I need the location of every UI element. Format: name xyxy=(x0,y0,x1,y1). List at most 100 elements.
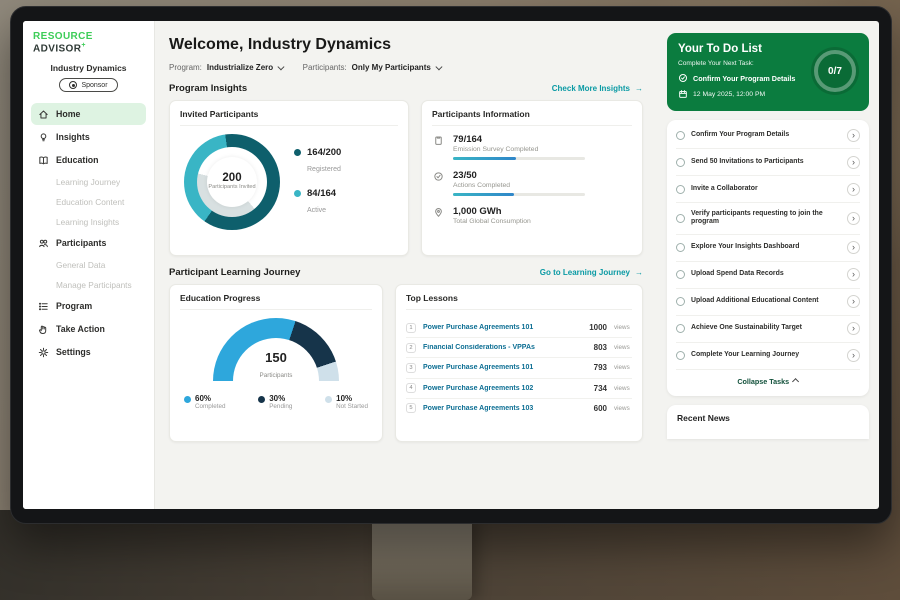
legend-item-not-started: 10% Not Started xyxy=(325,394,368,410)
task-checkbox[interactable] xyxy=(676,185,685,194)
lesson-rank: 3 xyxy=(406,363,416,373)
task-checkbox[interactable] xyxy=(676,297,685,306)
todo-progress-ring: 0/7 xyxy=(811,47,859,95)
lightbulb-icon xyxy=(37,131,49,143)
legend-dot xyxy=(184,396,191,403)
lesson-link[interactable]: Power Purchase Agreements 102 xyxy=(423,385,587,392)
list-icon xyxy=(37,300,49,312)
task-chevron-icon[interactable]: › xyxy=(847,241,860,254)
lesson-views: 1000 xyxy=(589,323,607,332)
sidebar-item-participants[interactable]: Participants xyxy=(31,232,146,254)
legend-item-registered: 164/200 Registered xyxy=(294,147,341,176)
sidebar-item-manage-participants[interactable]: Manage Participants xyxy=(31,275,146,294)
legend-item-active: 84/164 Active xyxy=(294,188,341,217)
sidebar-item-label: Education Content xyxy=(56,197,124,207)
sidebar-item-general-data[interactable]: General Data xyxy=(31,255,146,274)
lesson-rank: 5 xyxy=(406,403,416,413)
sidebar-item-label: Insights xyxy=(56,132,90,142)
lesson-link[interactable]: Financial Considerations - VPPAs xyxy=(423,344,587,351)
legend-dot xyxy=(294,149,301,156)
todo-task-row[interactable]: Achieve One Sustainability Target › xyxy=(676,316,860,343)
legend-dot xyxy=(325,396,332,403)
sidebar-item-label: Home xyxy=(56,109,80,119)
gauge-center-label: Participants xyxy=(260,372,293,379)
todo-task-row[interactable]: Upload Spend Data Records › xyxy=(676,262,860,289)
sidebar-item-education-content[interactable]: Education Content xyxy=(31,192,146,211)
sidebar-item-learning-journey[interactable]: Learning Journey xyxy=(31,172,146,191)
task-label: Send 50 Invitations to Participants xyxy=(691,158,841,167)
lesson-row: 3 Power Purchase Agreements 101 793 view… xyxy=(406,358,632,378)
go-to-learning-journey-link[interactable]: Go to Learning Journey → xyxy=(540,268,643,277)
todo-task-row[interactable]: Invite a Collaborator › xyxy=(676,176,860,203)
todo-task-row[interactable]: Confirm Your Program Details › xyxy=(676,122,860,149)
todo-task-row[interactable]: Send 50 Invitations to Participants › xyxy=(676,149,860,176)
recent-news-card: Recent News xyxy=(667,405,869,439)
lesson-views: 734 xyxy=(594,384,607,393)
sidebar-item-label: Settings xyxy=(56,347,91,357)
task-chevron-icon[interactable]: › xyxy=(847,349,860,362)
sidebar-item-education[interactable]: Education xyxy=(31,149,146,171)
check-more-insights-link[interactable]: Check More Insights → xyxy=(552,84,643,93)
task-checkbox[interactable] xyxy=(676,351,685,360)
lesson-link[interactable]: Power Purchase Agreements 101 xyxy=(423,364,587,371)
sidebar-item-label: Program xyxy=(56,301,92,311)
lesson-views: 600 xyxy=(594,404,607,413)
metric-global-consumption: 1,000 GWh Total Global Consumption xyxy=(432,206,632,225)
task-checkbox[interactable] xyxy=(676,324,685,333)
task-chevron-icon[interactable]: › xyxy=(847,183,860,196)
monitor-bezel: RESOURCE ADVISOR+ Industry Dynamics Spon… xyxy=(10,6,892,524)
lesson-row: 4 Power Purchase Agreements 102 734 view… xyxy=(406,379,632,399)
gauge-center-value: 150 xyxy=(213,351,339,364)
participants-information-card: Participants Information 79/164 Emission… xyxy=(421,100,643,256)
task-checkbox[interactable] xyxy=(676,131,685,140)
collapse-tasks-button[interactable]: Collapse Tasks xyxy=(676,370,860,394)
donut-center: 200 Participants Invited xyxy=(207,157,257,207)
sidebar-item-learning-insights[interactable]: Learning Insights xyxy=(31,212,146,231)
task-checkbox[interactable] xyxy=(676,158,685,167)
sidebar-item-program[interactable]: Program xyxy=(31,295,146,317)
chevron-down-icon xyxy=(278,64,284,70)
todo-task-row[interactable]: Explore Your Insights Dashboard › xyxy=(676,235,860,262)
task-chevron-icon[interactable]: › xyxy=(847,268,860,281)
monitor-stand xyxy=(372,520,472,600)
card-title: Participants Information xyxy=(432,109,632,126)
card-title: Invited Participants xyxy=(180,109,398,126)
todo-task-row[interactable]: Complete Your Learning Journey › xyxy=(676,343,860,370)
task-checkbox[interactable] xyxy=(676,214,685,223)
task-chevron-icon[interactable]: › xyxy=(847,156,860,169)
progress-track xyxy=(453,157,585,160)
legend-value: 84/164 xyxy=(307,188,336,199)
task-chevron-icon[interactable]: › xyxy=(847,322,860,335)
legend-label: Not Started xyxy=(336,403,368,410)
task-chevron-icon[interactable]: › xyxy=(847,129,860,142)
program-filter-label: Program: xyxy=(169,63,202,72)
link-label: Go to Learning Journey xyxy=(540,268,630,277)
metric-label: Actions Completed xyxy=(453,182,585,189)
todo-task-list-card: Confirm Your Program Details › Send 50 I… xyxy=(667,120,869,396)
program-filter-dropdown[interactable]: Program: Industrialize Zero xyxy=(169,63,283,72)
task-checkbox[interactable] xyxy=(676,270,685,279)
logo-primary: RESOURCE xyxy=(33,31,93,42)
task-label: Complete Your Learning Journey xyxy=(691,351,841,360)
sidebar-item-home[interactable]: Home xyxy=(31,103,146,125)
sidebar-item-take-action[interactable]: Take Action xyxy=(31,318,146,340)
task-chevron-icon[interactable]: › xyxy=(847,212,860,225)
sidebar-item-settings[interactable]: Settings xyxy=(31,341,146,363)
app-logo[interactable]: RESOURCE ADVISOR+ xyxy=(31,31,146,54)
chevron-up-icon xyxy=(793,379,799,385)
lesson-link[interactable]: Power Purchase Agreements 103 xyxy=(423,405,587,412)
progress-fill xyxy=(453,157,516,160)
todo-task-row[interactable]: Upload Additional Educational Content › xyxy=(676,289,860,316)
lesson-row: 5 Power Purchase Agreements 103 600 view… xyxy=(406,399,632,418)
todo-next-task[interactable]: Confirm Your Program Details xyxy=(678,73,818,83)
task-checkbox[interactable] xyxy=(676,243,685,252)
home-icon xyxy=(37,108,49,120)
sidebar: RESOURCE ADVISOR+ Industry Dynamics Spon… xyxy=(23,21,155,509)
dashboard-screen: RESOURCE ADVISOR+ Industry Dynamics Spon… xyxy=(23,21,879,509)
participants-filter-dropdown[interactable]: Participants: Only My Participants xyxy=(303,63,441,72)
todo-task-row[interactable]: Verify participants requesting to join t… xyxy=(676,203,860,235)
recent-news-title: Recent News xyxy=(677,413,859,423)
lesson-link[interactable]: Power Purchase Agreements 101 xyxy=(423,324,582,331)
sidebar-item-insights[interactable]: Insights xyxy=(31,126,146,148)
task-chevron-icon[interactable]: › xyxy=(847,295,860,308)
